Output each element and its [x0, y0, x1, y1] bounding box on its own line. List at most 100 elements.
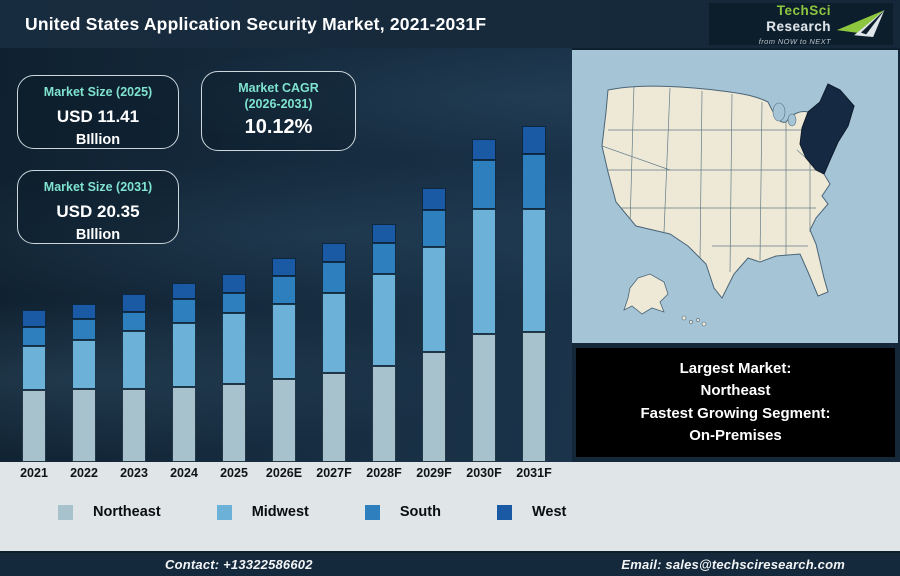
market-size-2025-unit: BIllion	[75, 131, 121, 148]
bar-2021	[22, 310, 46, 462]
legend-swatch-northeast	[58, 504, 73, 520]
bar-segment-midwest	[222, 313, 246, 385]
header: United States Application Security Marke…	[0, 0, 900, 50]
bar-segment-west	[22, 310, 46, 327]
bar-segment-northeast	[272, 378, 296, 462]
bar-2031F	[522, 126, 546, 462]
paper-plane-arrow-icon	[836, 10, 885, 37]
bar-segment-south	[222, 292, 246, 314]
bar-segment-northeast	[472, 334, 496, 462]
market-size-2025-box: Market Size (2025) USD 11.41 BIllion	[17, 75, 179, 149]
x-axis-label-2026E: 2026E	[265, 466, 303, 480]
bar-2029F	[422, 188, 446, 462]
brand-logo: TechSci Research from NOW to NEXT	[709, 3, 893, 45]
largest-market-label: Largest Market:	[679, 360, 792, 378]
legend-item-midwest: Midwest	[216, 504, 309, 520]
bar-segment-west	[472, 139, 496, 161]
bar-2030F	[472, 139, 496, 462]
legend-item-northeast: Northeast	[58, 504, 161, 520]
bar-2027F	[322, 243, 346, 462]
bottom-strip: 2021 2022 2023 2024 2025 2026E 2027F 2028F 2029F…	[0, 462, 900, 551]
bar-segment-midwest	[422, 246, 446, 352]
x-axis-label-2029F: 2029F	[416, 466, 452, 480]
bar-2023	[122, 293, 146, 462]
x-axis-label-2027F: 2027F	[316, 466, 352, 480]
legend-swatch-south	[364, 504, 380, 520]
bar-segment-midwest	[522, 208, 546, 332]
logo-text: TechSci Research from NOW to NEXT	[715, 3, 831, 46]
callout-box: Largest Market: Northeast Fastest Growin…	[576, 348, 895, 457]
bar-segment-west	[322, 243, 346, 263]
bar-segment-south	[172, 298, 196, 324]
page-title: United States Application Security Marke…	[25, 13, 487, 34]
x-axis-label-2025: 2025	[220, 466, 248, 480]
legend-label-west: West	[531, 504, 567, 520]
fastest-segment-label: Fastest Growing Segment:	[640, 404, 831, 422]
footer-contact: Contact: +13322586602	[165, 557, 313, 572]
bar-segment-midwest	[272, 303, 296, 379]
market-size-2025-value: USD 11.41	[56, 106, 140, 126]
bar-segment-south	[522, 154, 546, 209]
bar-segment-west	[422, 188, 446, 210]
bar-segment-northeast	[122, 388, 146, 462]
bar-segment-northeast	[22, 390, 46, 462]
x-axis-label-2022: 2022	[70, 466, 98, 480]
x-axis-label-2024: 2024	[170, 466, 198, 480]
bar-segment-midwest	[472, 208, 496, 335]
chart-panel: Market Size (2025) USD 11.41 BIllion Mar…	[0, 48, 572, 462]
bar-segment-west	[222, 273, 246, 293]
legend-label-northeast: Northeast	[93, 504, 161, 520]
footer: Contact: +13322586602 Email: sales@techs…	[0, 551, 900, 576]
bar-segment-south	[372, 243, 396, 274]
legend-label-midwest: Midwest	[251, 504, 309, 520]
x-axis-label-2031F: 2031F	[516, 466, 552, 480]
bar-segment-south	[22, 326, 46, 346]
stacked-bar-chart	[0, 48, 572, 462]
x-axis-label-2021: 2021	[20, 466, 48, 480]
largest-market-value: Northeast	[700, 382, 771, 400]
bar-segment-northeast	[372, 365, 396, 462]
bar-2022	[72, 303, 96, 462]
bar-segment-midwest	[172, 323, 196, 387]
bar-segment-south	[272, 276, 296, 304]
bar-segment-west	[172, 282, 196, 299]
great-lakes	[772, 102, 786, 122]
bar-segment-northeast	[422, 351, 446, 462]
bar-segment-midwest	[22, 345, 46, 391]
bar-segment-midwest	[122, 330, 146, 389]
alaska	[623, 273, 669, 315]
legend-swatch-midwest	[216, 504, 232, 520]
bar-segment-south	[72, 318, 96, 340]
bar-segment-west	[522, 126, 546, 155]
bar-segment-south	[322, 262, 346, 293]
bar-2028F	[372, 223, 396, 462]
fastest-segment-value: On-Premises	[689, 426, 782, 444]
logo-brand-secondary: Research	[766, 18, 831, 34]
bar-segment-northeast	[72, 389, 96, 462]
bar-segment-south	[122, 311, 146, 331]
bar-2025	[222, 273, 246, 462]
us-map-image	[572, 50, 898, 343]
bar-segment-west	[272, 258, 296, 277]
footer-email: Email: sales@techsciresearch.com	[621, 557, 845, 572]
market-size-2025-label: Market Size (2025)	[43, 85, 153, 99]
market-cagr-label2: (2026-2031)	[244, 96, 313, 111]
bar-segment-midwest	[322, 292, 346, 373]
market-cagr-box: Market CAGR (2026-2031) 10.12%	[201, 71, 356, 151]
bar-2026E	[272, 258, 296, 462]
bar-2024	[172, 282, 196, 462]
bar-segment-northeast	[322, 372, 346, 462]
market-size-2031-unit: BIllion	[75, 226, 121, 243]
bar-segment-south	[422, 209, 446, 247]
logo-tagline: from NOW to NEXT	[758, 36, 831, 46]
legend-item-west: West	[496, 504, 567, 520]
legend-label-south: South	[399, 504, 441, 520]
bar-segment-south	[472, 160, 496, 209]
map-panel	[572, 50, 898, 343]
bar-segment-west	[72, 303, 96, 319]
us-mainland	[601, 83, 855, 299]
x-axis-label-2023: 2023	[120, 466, 148, 480]
legend-item-south: South	[364, 504, 441, 520]
market-size-2031-box: Market Size (2031) USD 20.35 BIllion	[17, 170, 179, 244]
